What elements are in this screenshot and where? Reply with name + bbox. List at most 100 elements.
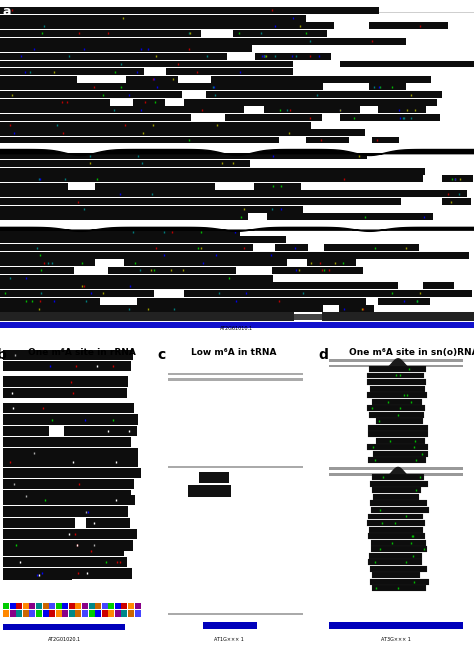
Bar bbox=[378, 297, 430, 304]
Bar bbox=[126, 76, 178, 83]
Bar bbox=[134, 99, 165, 106]
Bar bbox=[69, 603, 75, 610]
Bar bbox=[49, 603, 55, 610]
Bar bbox=[372, 399, 422, 404]
Bar bbox=[3, 568, 132, 579]
Bar bbox=[322, 312, 474, 321]
Bar bbox=[369, 412, 424, 417]
Bar bbox=[373, 474, 425, 481]
Bar bbox=[371, 546, 427, 552]
Bar bbox=[0, 83, 323, 90]
Bar bbox=[0, 53, 227, 60]
Bar bbox=[108, 603, 114, 610]
Bar bbox=[168, 466, 303, 468]
Bar bbox=[0, 297, 100, 304]
Bar bbox=[275, 244, 309, 251]
Bar bbox=[82, 610, 88, 617]
Bar bbox=[3, 495, 136, 506]
Bar bbox=[255, 53, 277, 60]
Bar bbox=[339, 305, 374, 312]
Text: AT3G××× 1: AT3G××× 1 bbox=[381, 637, 411, 642]
Bar bbox=[367, 520, 425, 526]
Bar bbox=[3, 377, 128, 387]
Bar bbox=[3, 388, 128, 398]
Bar bbox=[3, 414, 138, 425]
Bar bbox=[0, 322, 474, 328]
Bar bbox=[0, 129, 365, 136]
Bar bbox=[0, 168, 425, 175]
Bar bbox=[255, 183, 301, 190]
Bar bbox=[368, 559, 422, 565]
Bar bbox=[0, 183, 68, 190]
Text: d: d bbox=[318, 348, 328, 362]
Bar bbox=[376, 438, 425, 444]
Bar bbox=[0, 283, 398, 289]
Bar bbox=[135, 603, 141, 610]
Bar bbox=[442, 198, 471, 205]
Bar bbox=[166, 68, 293, 75]
Bar bbox=[371, 507, 429, 513]
Bar bbox=[369, 366, 426, 372]
Bar bbox=[3, 557, 128, 567]
Bar bbox=[3, 610, 9, 617]
Bar bbox=[366, 405, 425, 411]
Bar bbox=[168, 379, 303, 381]
Bar bbox=[29, 610, 36, 617]
Bar bbox=[3, 546, 124, 556]
Bar bbox=[370, 501, 427, 506]
Bar bbox=[340, 61, 474, 68]
Bar bbox=[0, 175, 423, 182]
Bar bbox=[3, 541, 133, 551]
Bar bbox=[210, 76, 431, 83]
Bar bbox=[0, 259, 95, 266]
Bar bbox=[0, 236, 286, 243]
Bar bbox=[0, 222, 474, 230]
Bar bbox=[306, 137, 349, 144]
Bar bbox=[368, 432, 428, 437]
Bar bbox=[376, 418, 423, 424]
Bar bbox=[370, 386, 425, 392]
Bar bbox=[0, 267, 73, 274]
Bar bbox=[372, 586, 426, 591]
Bar bbox=[168, 613, 303, 615]
Bar bbox=[3, 529, 137, 539]
Bar bbox=[372, 540, 426, 546]
Bar bbox=[0, 137, 279, 144]
Bar bbox=[95, 183, 215, 190]
Bar bbox=[108, 610, 114, 617]
Bar bbox=[270, 53, 330, 60]
Bar bbox=[0, 213, 248, 221]
Bar bbox=[370, 566, 427, 571]
Bar bbox=[0, 91, 182, 98]
Text: AT1G××× 1: AT1G××× 1 bbox=[214, 637, 244, 642]
Bar bbox=[75, 603, 82, 610]
Bar bbox=[55, 610, 62, 617]
Bar bbox=[0, 314, 474, 320]
Text: One m⁶A site in rRNA: One m⁶A site in rRNA bbox=[27, 348, 136, 357]
Bar bbox=[372, 488, 420, 493]
Bar bbox=[115, 603, 121, 610]
Bar bbox=[324, 244, 419, 251]
Bar bbox=[23, 610, 29, 617]
Bar bbox=[0, 106, 244, 114]
Bar bbox=[137, 297, 366, 304]
Bar bbox=[423, 283, 455, 289]
Bar bbox=[3, 350, 133, 360]
Bar bbox=[367, 392, 427, 398]
Bar bbox=[0, 143, 474, 154]
Bar bbox=[3, 448, 138, 459]
Bar bbox=[0, 37, 406, 45]
Bar bbox=[369, 526, 423, 533]
Bar bbox=[95, 610, 101, 617]
Bar bbox=[115, 610, 121, 617]
Bar bbox=[0, 114, 191, 121]
Bar bbox=[368, 533, 425, 539]
Bar bbox=[0, 252, 469, 259]
Bar bbox=[184, 99, 437, 106]
Bar bbox=[49, 610, 55, 617]
Bar bbox=[3, 437, 130, 448]
Bar bbox=[29, 603, 36, 610]
Bar bbox=[0, 23, 334, 29]
Bar bbox=[307, 259, 356, 266]
Bar bbox=[373, 137, 399, 144]
